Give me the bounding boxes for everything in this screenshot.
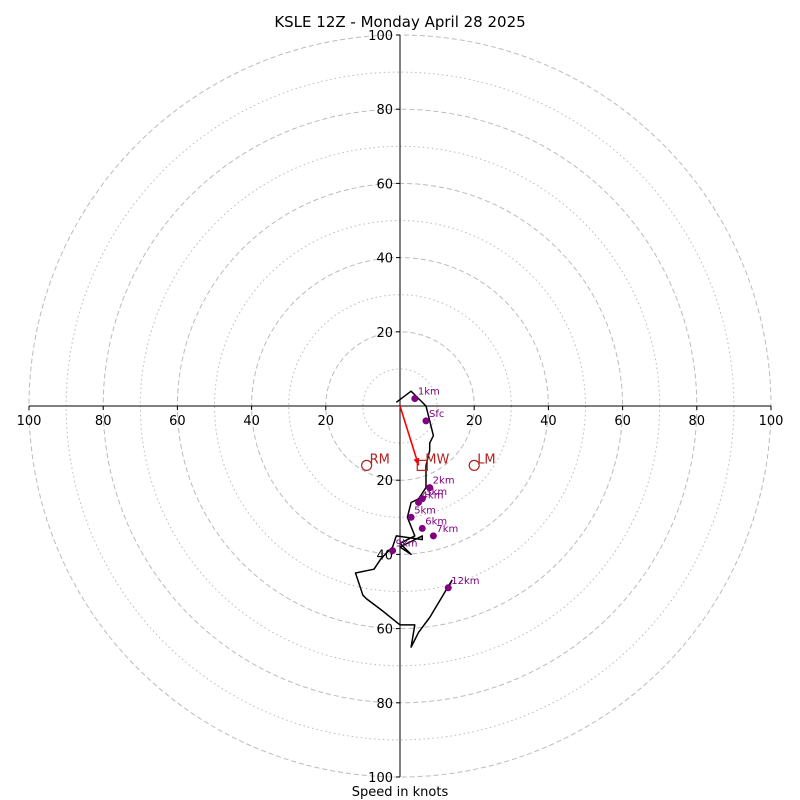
y-tick-label: 60 [376,177,393,192]
x-tick-label: 100 [759,414,784,429]
x-tick-label: 40 [540,414,557,429]
y-tick-label: 20 [376,474,393,489]
tick-labels: 100 80 60 40 20 20 40 60 80 100100806040202040608… [17,29,784,786]
height-marker-point [389,547,397,555]
x-axis-label: Speed in knots [352,785,449,800]
storm-motion-markers: RM MW LM [361,452,496,471]
x-tick-label: 40 [243,414,260,429]
height-marker-point [444,584,452,592]
y-tick-label: 100 [368,29,393,44]
y-tick-label: 80 [376,697,393,712]
height-marker-label: 9km [396,539,418,550]
x-tick-label: 80 [95,414,112,429]
shear-vector-line [399,405,420,466]
height-marker-point [411,395,419,403]
height-marker-point [426,484,434,492]
height-marker-label: 2km [433,476,455,487]
height-marker-point [429,532,437,540]
y-tick-label: 60 [376,623,393,638]
height-marker-label: 12km [451,576,479,587]
height-marker-label: 6km [425,516,447,527]
shear-vector-arrowhead [413,457,420,466]
storm-motion-square [416,459,428,471]
height-marker-label: 3km [425,487,447,498]
y-tick-label: 20 [376,326,393,341]
x-tick-label: 20 [318,414,335,429]
storm-motion-label: MW [425,452,449,467]
height-marker-label: Sfc [429,409,444,420]
hodograph-trace [354,390,453,648]
y-tick-label: 40 [376,252,393,267]
height-marker-label: 7km [436,524,458,535]
y-tick-label: 80 [376,103,393,118]
height-marker-label: 4km [422,490,444,501]
x-tick-label: 60 [169,414,186,429]
storm-motion-label: LM [477,452,495,467]
x-tick-label: 20 [466,414,483,429]
chart-title: KSLE 12Z - Monday April 28 2025 [274,13,525,31]
storm-motion-circle [468,459,480,471]
height-marker-label: 5km [414,505,436,516]
x-tick-label: 100 [17,414,42,429]
storm-motion-label: RM [370,452,390,467]
height-marker-point [407,513,415,521]
height-marker-point [422,417,430,425]
height-marker-point [415,498,423,506]
y-tick-label: 100 [368,771,393,786]
x-tick-label: 60 [614,414,631,429]
height-marker-point [418,524,426,532]
hodograph-trace-group [354,390,453,648]
storm-motion-circle [361,459,373,471]
height-marker-label: 1km [418,387,440,398]
x-tick-label: 80 [689,414,706,429]
